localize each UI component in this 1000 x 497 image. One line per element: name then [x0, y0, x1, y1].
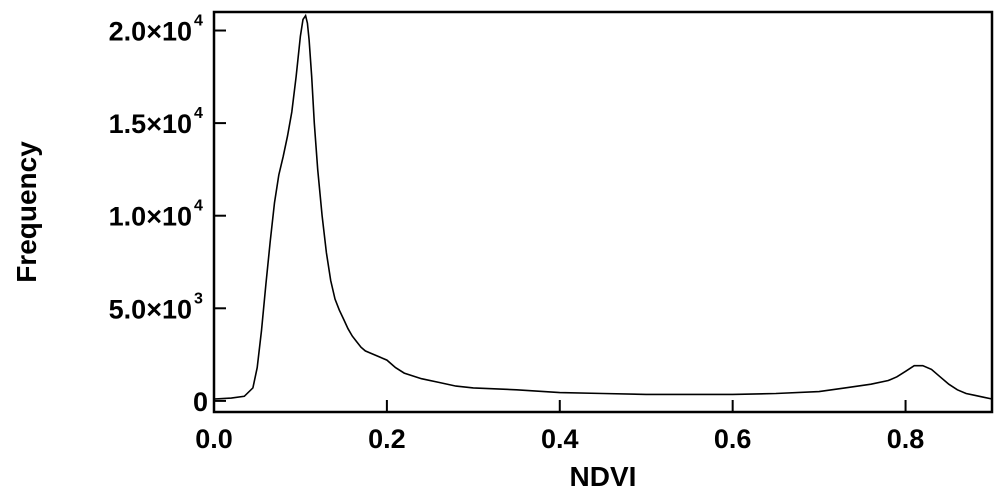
y-tick-label: 0	[193, 387, 208, 417]
plot-frame	[212, 10, 994, 414]
y-tick-label: 1.5×10	[109, 109, 192, 139]
y-tick-label: 5.0×10	[109, 294, 192, 324]
x-tick-label: 0.8	[887, 424, 925, 454]
y-tick-exponent: 4	[194, 198, 203, 215]
y-tick-label: 1.0×10	[109, 202, 192, 232]
x-tick-label: 0.2	[368, 424, 406, 454]
x-axis-label: NDVI	[570, 461, 637, 492]
y-tick-label: 2.0×10	[109, 17, 192, 47]
x-tick-label: 0.4	[541, 424, 579, 454]
y-axis-label: Frequency	[11, 141, 42, 283]
y-tick-exponent: 4	[194, 105, 203, 122]
y-axis-ticks: 05.0×10 31.0×10 41.5×10 42.0×10 4	[109, 13, 226, 417]
y-tick-exponent: 4	[194, 13, 203, 30]
x-tick-label: 0.0	[195, 424, 233, 454]
x-tick-label: 0.6	[714, 424, 752, 454]
x-axis-ticks: 0.0 0.2 0.4 0.6 0.8	[195, 400, 924, 454]
frequency-series-line	[213, 13, 993, 400]
y-tick-exponent: 3	[194, 290, 203, 307]
